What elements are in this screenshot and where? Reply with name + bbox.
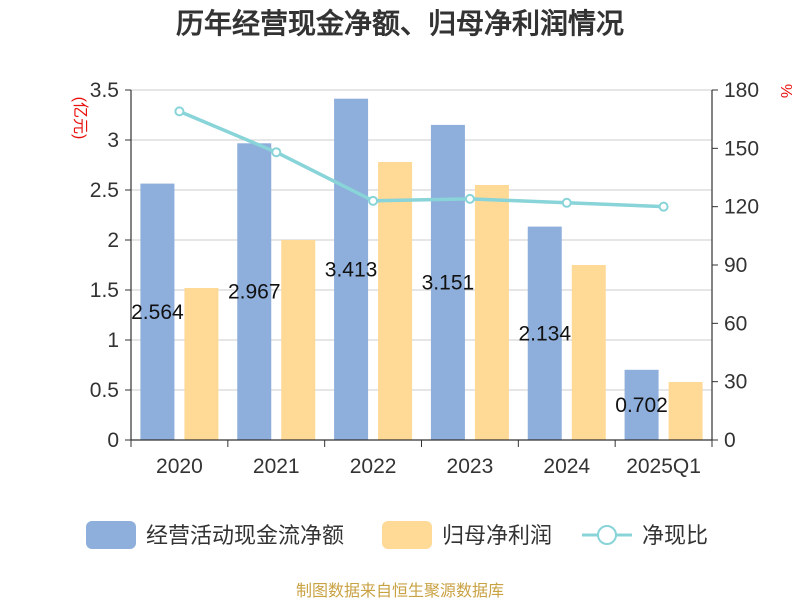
cashflow-bar: [334, 98, 369, 440]
right-tick-label: 90: [724, 254, 747, 277]
legend-swatch-net-profit: [382, 521, 432, 549]
net-profit-bar: [378, 162, 413, 440]
data-label: 0.702: [615, 394, 668, 417]
ratio-line-point: [271, 147, 282, 158]
left-tick-label: 2: [107, 229, 119, 252]
data-labels: 2.564 2.967 3.413 3.151 2.134 0.702: [131, 258, 668, 417]
x-tick-label: 2020: [156, 455, 203, 478]
cashflow-bar: [237, 143, 272, 441]
x-tick-label: 2022: [350, 455, 397, 478]
legend-label-net-profit: 归母净利润: [442, 523, 552, 548]
ratio-line-point: [464, 193, 475, 204]
left-tick-label: 1: [107, 329, 119, 352]
cashflow-bar: [430, 124, 465, 441]
data-label: 3.151: [422, 271, 475, 294]
source-note: 制图数据来自恒生聚源数据库: [296, 582, 504, 600]
x-tick-label: 2021: [253, 455, 300, 478]
net-profit-bar: [571, 265, 606, 440]
left-axis-unit: (亿元): [71, 97, 89, 140]
right-tick-label: 150: [724, 137, 759, 160]
legend-swatch-cashflow: [86, 521, 136, 549]
left-tick-label: 2.5: [90, 179, 119, 202]
ratio-line-point: [561, 197, 572, 208]
left-tick-label: 1.5: [90, 279, 119, 302]
right-tick-label: 120: [724, 196, 759, 219]
ratio-line-point: [368, 195, 379, 206]
legend-label-ratio: 净现比: [642, 523, 708, 548]
net-profit-bar: [668, 382, 703, 440]
data-label: 3.413: [325, 258, 378, 281]
cashflow-bar: [140, 183, 175, 440]
right-tick-label: 0: [724, 429, 736, 452]
cashflow-bar: [527, 226, 562, 440]
net-profit-bar: [281, 240, 316, 440]
right-axis-unit: %: [777, 84, 794, 98]
left-tick-label: 3.5: [90, 79, 119, 102]
data-label: 2.134: [518, 322, 571, 345]
ratio-line: [174, 106, 669, 212]
chart-title: 历年经营现金净额、归母净利润情况: [176, 7, 624, 39]
data-label: 2.967: [228, 281, 281, 304]
legend: 经营活动现金流净额 归母净利润 净现比: [86, 521, 708, 549]
x-tick-label: 2023: [447, 455, 494, 478]
legend-swatch-ratio-marker: [597, 525, 617, 545]
x-tick-label: 2025Q1: [626, 455, 701, 478]
right-tick-label: 180: [724, 79, 759, 102]
legend-label-cashflow: 经营活动现金流净额: [146, 523, 344, 548]
ratio-line-point: [658, 201, 669, 212]
net-profit-bar: [474, 185, 509, 440]
ratio-line-path: [178, 109, 664, 209]
x-tick-label: 2024: [543, 455, 590, 478]
left-tick-label: 0: [107, 429, 119, 452]
net-profit-bar: [184, 288, 219, 440]
ratio-line-point: [174, 106, 185, 117]
data-label: 2.564: [131, 301, 184, 324]
gridlines: [131, 89, 712, 391]
left-tick-label: 3: [107, 129, 119, 152]
right-tick-label: 60: [724, 312, 747, 335]
axes: 0 0.5 1 1.5 2 2.5 3 3.5 0 30 60 90 120 150 180 2020 2021…: [90, 79, 759, 478]
left-tick-label: 0.5: [90, 379, 119, 402]
cashflow-bar: [624, 369, 659, 440]
right-tick-label: 30: [724, 371, 747, 394]
bars: [140, 98, 703, 441]
